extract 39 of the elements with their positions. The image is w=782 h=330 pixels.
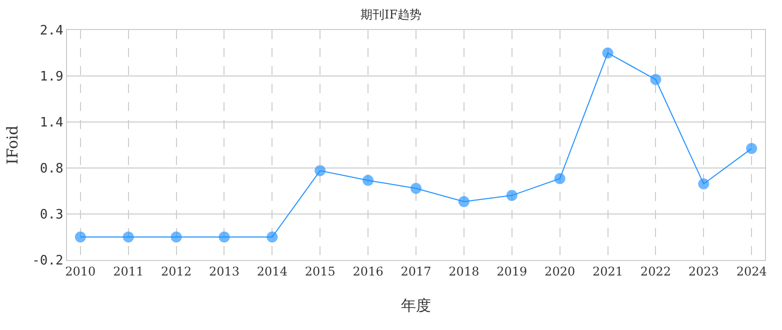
point bbox=[170, 232, 182, 242]
point bbox=[554, 173, 566, 184]
x-tick-label: 2020 bbox=[544, 264, 576, 278]
x-tick-label: 2022 bbox=[640, 264, 671, 278]
x-tick-label: 2010 bbox=[65, 264, 96, 278]
x-tick-label: 2023 bbox=[688, 264, 719, 278]
point bbox=[602, 48, 614, 58]
x-tick-label: 2012 bbox=[161, 264, 192, 278]
point bbox=[314, 165, 326, 176]
x-tick-label: 2018 bbox=[448, 264, 480, 278]
point bbox=[698, 178, 710, 190]
y-axis-title: IFoid bbox=[3, 125, 22, 164]
x-tick-label: 2016 bbox=[352, 264, 384, 278]
point bbox=[458, 196, 470, 208]
y-tick-label: 0.8 bbox=[40, 162, 64, 177]
x-tick-label: 2011 bbox=[113, 264, 144, 278]
point bbox=[122, 232, 134, 242]
x-tick-label: 2017 bbox=[400, 264, 432, 278]
point bbox=[506, 190, 518, 201]
point bbox=[218, 232, 230, 242]
point bbox=[650, 74, 662, 86]
x-tick-label: 2024 bbox=[736, 264, 768, 278]
point bbox=[266, 232, 278, 242]
point bbox=[746, 143, 758, 154]
y-tick-label: 1.4 bbox=[40, 116, 64, 131]
x-tick-label: 2021 bbox=[592, 264, 624, 278]
x-tick-label: 2014 bbox=[256, 264, 288, 278]
point bbox=[74, 232, 86, 242]
y-tick-label: 1.9 bbox=[40, 70, 64, 85]
x-tick-label: 2019 bbox=[496, 264, 528, 278]
y-tick-label: 0.3 bbox=[40, 208, 64, 223]
point bbox=[362, 174, 374, 186]
y-tick-label: 2.4 bbox=[40, 24, 64, 39]
chart-title: 期刊IF趋势 bbox=[360, 7, 422, 22]
y-tick-label: -0.2 bbox=[32, 254, 64, 269]
x-tick-label: 2013 bbox=[208, 264, 240, 278]
point bbox=[410, 182, 422, 194]
x-tick-label: 2015 bbox=[304, 264, 336, 278]
x-axis-title: 年度 bbox=[401, 296, 431, 314]
